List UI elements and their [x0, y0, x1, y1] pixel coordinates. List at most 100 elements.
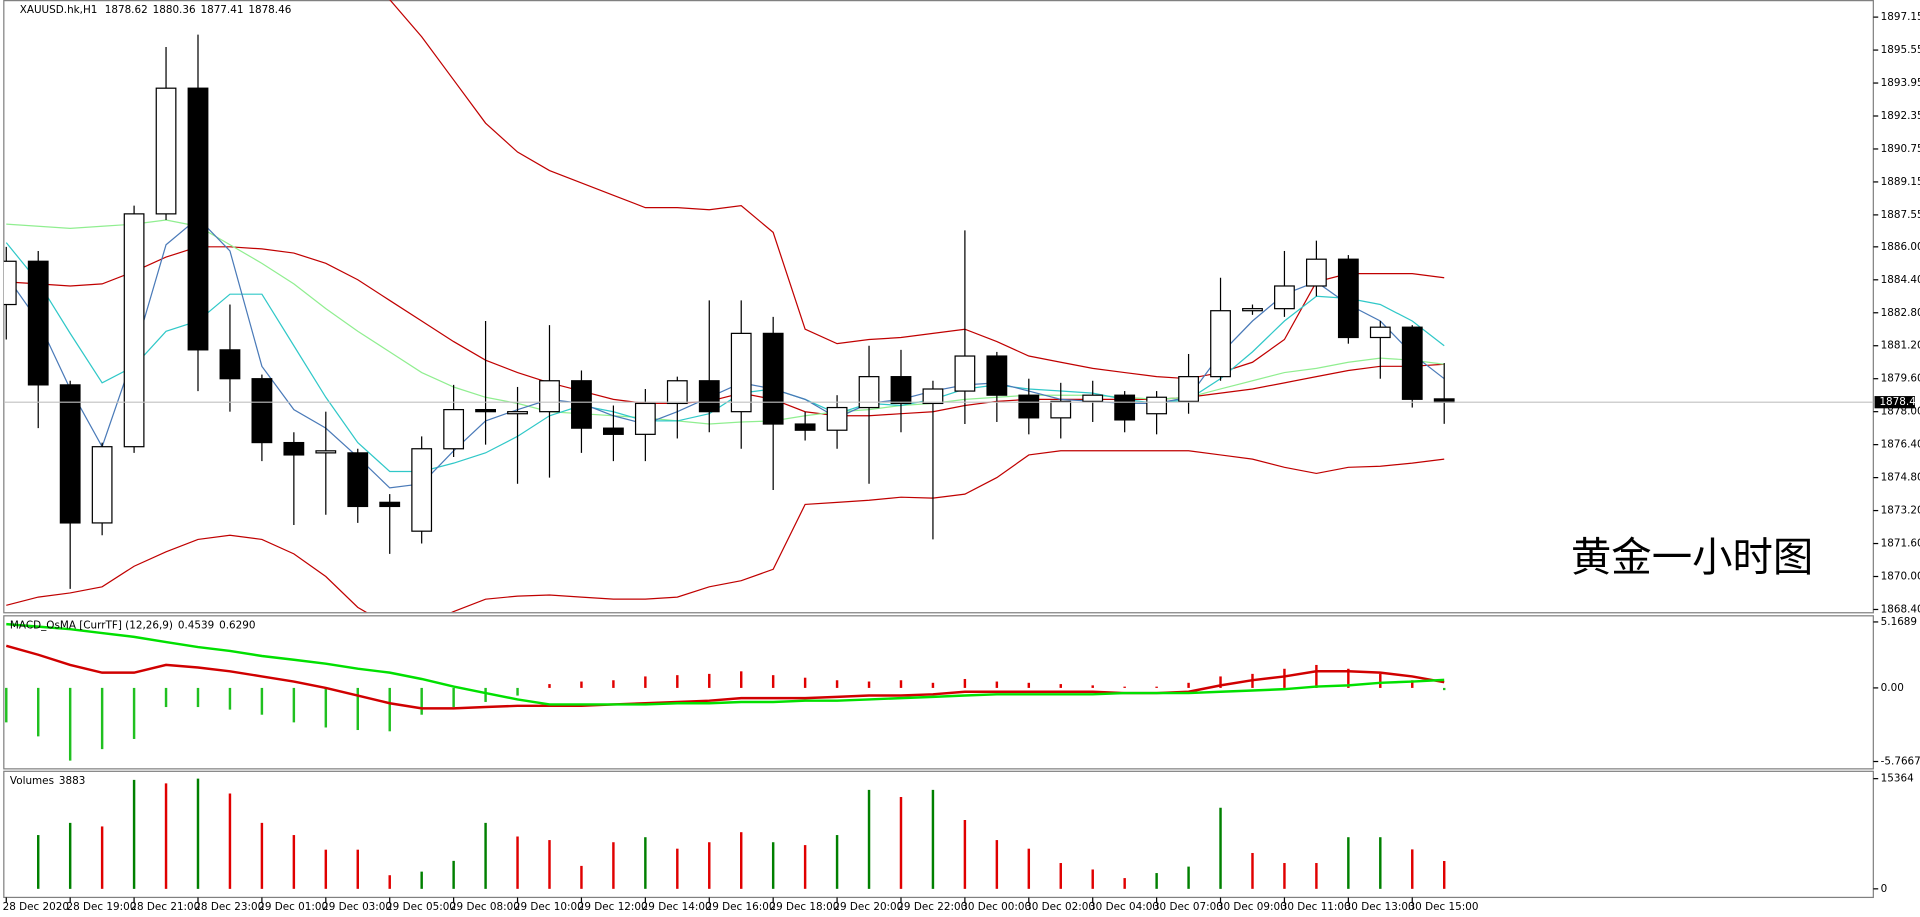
candle-body — [1274, 285, 1295, 310]
volume-plot — [37, 778, 1446, 889]
y-tick-label: 1879.60 — [1881, 373, 1920, 385]
axes: 1897.15 1895.55 1893.95 1892.35 1890.75 1889.… — [3, 11, 1920, 913]
y-tick-label: 1876.40 — [1881, 439, 1920, 451]
x-tick-label: 28 Dec 23:00 — [194, 901, 264, 913]
x-tick-label: 30 Dec 04:00 — [1089, 901, 1159, 913]
volume-label: Volumes 3883 — [10, 775, 85, 787]
candle-body — [986, 355, 1008, 396]
chart-title: 黄金一小时图 — [1571, 533, 1813, 581]
candle-body — [602, 427, 624, 435]
volume-value: 3883 — [59, 775, 85, 787]
volume-name: Volumes — [10, 775, 54, 787]
last-open: 1878.62 — [105, 4, 148, 16]
x-tick-label: 30 Dec 00:00 — [961, 901, 1031, 913]
candle-body — [315, 450, 337, 454]
candle-body — [666, 380, 688, 405]
candle-body — [475, 408, 496, 413]
x-tick-label: 29 Dec 01:00 — [258, 901, 328, 913]
y-tick-label: 1893.95 — [1881, 77, 1920, 89]
candle-body — [1210, 310, 1231, 378]
last-high: 1880.36 — [153, 4, 196, 16]
candle-body — [730, 332, 752, 413]
candle-body — [858, 376, 880, 409]
y-tick-label: 1890.75 — [1881, 143, 1920, 155]
candle-body — [1305, 258, 1327, 287]
macd-value: 0.4539 — [178, 620, 214, 632]
x-tick-label: 30 Dec 09:00 — [1217, 901, 1287, 913]
x-tick-label: 28 Dec 19:00 — [67, 901, 137, 913]
volume-panel — [3, 770, 1874, 899]
y-tick-label: 0 — [1881, 883, 1888, 895]
candle-body — [59, 384, 81, 524]
signal-value: 0.6290 — [219, 620, 255, 632]
candle-body — [347, 452, 369, 508]
last-close: 1878.46 — [248, 4, 291, 16]
candle-body — [1050, 400, 1072, 419]
candle-body — [762, 332, 784, 425]
y-tick-label: 15364 — [1881, 773, 1914, 785]
y-tick-label: 1871.60 — [1881, 538, 1920, 550]
y-tick-label: 1887.55 — [1881, 209, 1920, 221]
x-tick-label: 30 Dec 07:00 — [1153, 901, 1223, 913]
candle-body — [1018, 394, 1040, 419]
x-tick-label: 28 Dec 2020 — [3, 901, 69, 913]
indicator-line — [6, 450, 1445, 613]
bid-label: 1878.46 — [1879, 396, 1920, 408]
candle-body — [1146, 396, 1168, 415]
macd-line — [6, 622, 1445, 706]
macd-plot — [5, 622, 1446, 761]
y-tick-label: 1881.20 — [1881, 340, 1920, 352]
indicator-line — [5, 242, 1445, 473]
x-tick-label: 29 Dec 22:00 — [897, 901, 967, 913]
symbol: XAUUSD.hk,H1 1878.62 1880.36 1877.41 1878.46 — [20, 4, 292, 16]
candle-body — [634, 402, 656, 435]
x-tick-label: 29 Dec 20:00 — [833, 901, 903, 913]
bid-tag — [1874, 396, 1915, 409]
candle-body — [954, 355, 976, 392]
x-tick-label: 29 Dec 05:00 — [386, 901, 456, 913]
candle-body — [443, 408, 465, 450]
candle-body — [3, 260, 17, 306]
candle-body — [826, 406, 848, 431]
y-tick-label: 1889.15 — [1881, 176, 1920, 188]
x-tick-label: 30 Dec 15:00 — [1409, 901, 1479, 913]
y-tick-label: 1895.55 — [1881, 44, 1920, 56]
candle-body — [123, 213, 145, 448]
x-tick-label: 30 Dec 11:00 — [1281, 901, 1351, 913]
y-tick-label: 1886.00 — [1881, 241, 1920, 253]
y-tick-label: 1868.40 — [1881, 603, 1920, 615]
price-panel — [3, 0, 1874, 614]
candle-body — [890, 376, 912, 405]
symbol-name: XAUUSD.hk,H1 — [20, 4, 98, 16]
macd-label: MACD_OsMA [CurrTF] (12,26,9) 0.4539 0.6290 — [10, 620, 256, 632]
candle-body — [251, 378, 273, 444]
x-tick-label: 29 Dec 12:00 — [578, 901, 648, 913]
candle-body — [411, 448, 433, 532]
x-tick-label: 28 Dec 21:00 — [130, 901, 200, 913]
price-plot — [3, 0, 1874, 613]
candle-body — [1082, 394, 1104, 402]
candle-body — [794, 423, 816, 431]
indicator-line — [6, 246, 1445, 417]
x-tick-label: 30 Dec 13:00 — [1345, 901, 1415, 913]
candle-body — [698, 380, 720, 413]
y-tick-label: 1892.35 — [1881, 110, 1920, 122]
y-tick-label: 1897.15 — [1881, 11, 1920, 23]
indicator-line — [5, 217, 1445, 489]
macd-panel — [3, 615, 1874, 770]
y-tick-label: 1878.00 — [1881, 406, 1920, 418]
candle-body — [1369, 326, 1391, 339]
y-tick-label: 1882.80 — [1881, 307, 1920, 319]
x-tick-label: 29 Dec 14:00 — [642, 901, 712, 913]
x-tick-label: 29 Dec 03:00 — [322, 901, 392, 913]
x-tick-label: 29 Dec 08:00 — [450, 901, 520, 913]
y-tick-label: 5.1689 — [1881, 616, 1917, 628]
candle-body — [539, 380, 560, 413]
candle-body — [1178, 376, 1199, 402]
candle-body — [27, 260, 49, 386]
macd-name: MACD_OsMA [CurrTF] (12,26,9) — [10, 620, 173, 632]
candle-body — [219, 349, 241, 380]
y-tick-label: -5.7667 — [1881, 756, 1920, 768]
